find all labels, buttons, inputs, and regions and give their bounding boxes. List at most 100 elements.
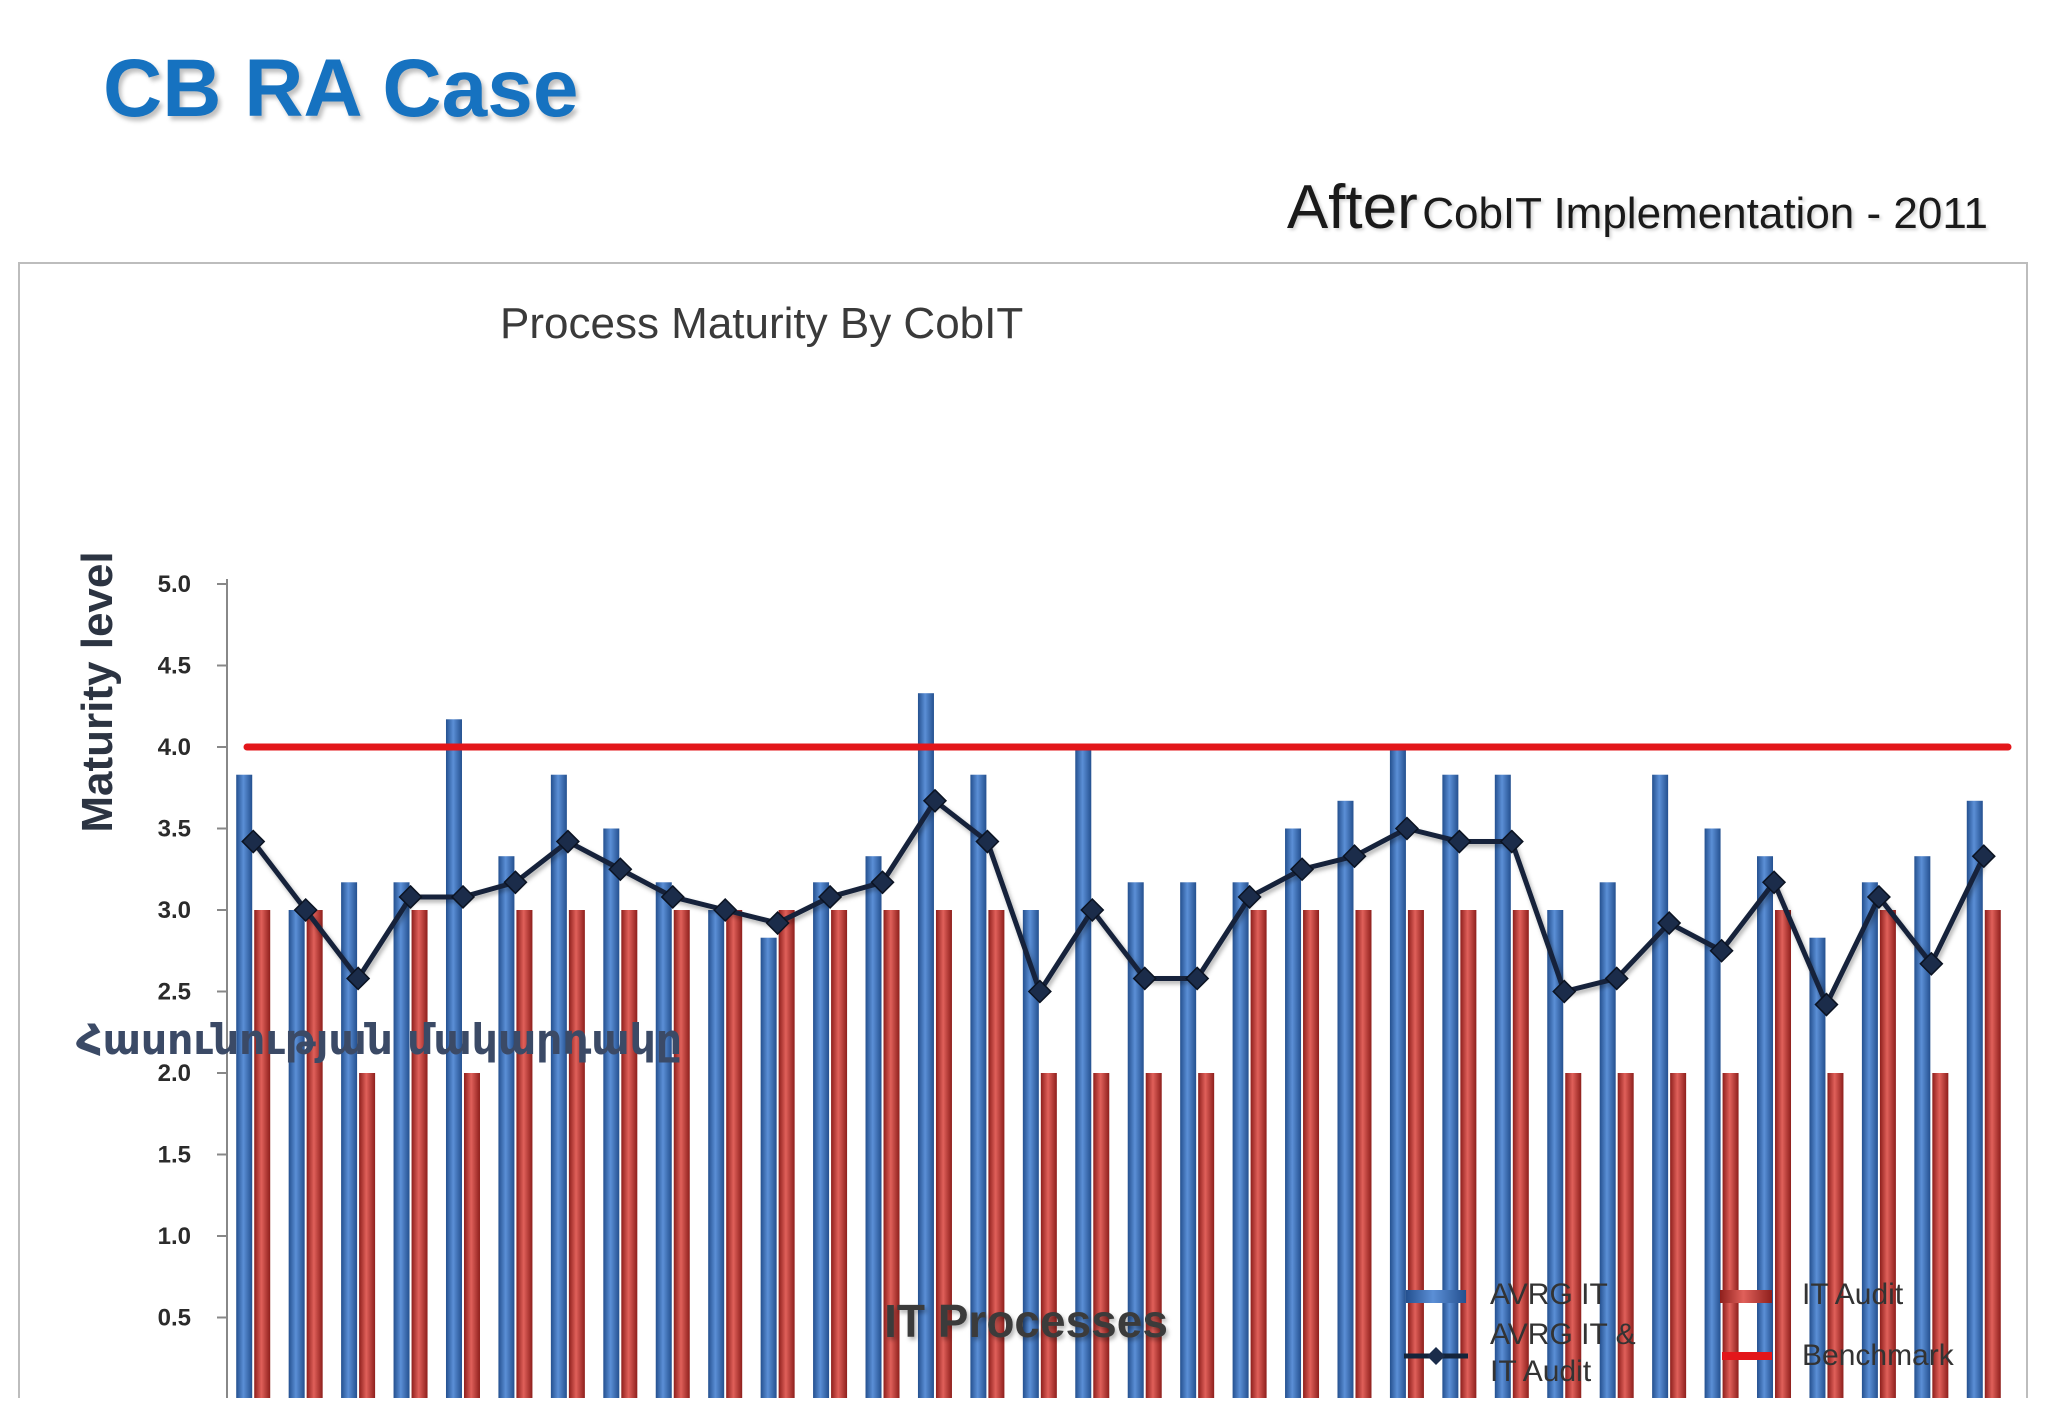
line-point-marker [922, 788, 948, 813]
legend-label-avrg-it: AVRG IT [1490, 1278, 1608, 1311]
y-tick-label: 4.5 [158, 653, 191, 680]
bar-avrg-it [393, 882, 410, 1398]
line-point-marker [1027, 979, 1052, 1004]
bar-it-audit [726, 910, 743, 1398]
line-point-marker [1657, 910, 1682, 936]
bar-avrg-it [1704, 828, 1721, 1398]
line-point-marker [293, 897, 318, 923]
line-point-marker [1132, 966, 1157, 991]
bar-it-audit [831, 910, 848, 1398]
bar-it-audit [254, 910, 271, 1398]
bar-it-audit [1827, 1073, 1844, 1398]
bar-it-audit [516, 910, 533, 1398]
line-point-marker [1237, 884, 1262, 910]
bar-avrg-it [1599, 882, 1616, 1398]
bar-avrg-it [498, 856, 515, 1398]
bar-it-audit [1512, 910, 1529, 1398]
bar-avrg-it [603, 828, 620, 1398]
legend-label-combined-line1: AVRG IT & [1490, 1318, 1636, 1351]
slide-title: CB RA Case [103, 43, 579, 134]
line-point-marker [1971, 844, 1996, 869]
bar-it-audit [621, 910, 638, 1398]
bar-it-audit [673, 910, 690, 1398]
bar-avrg-it [1652, 774, 1669, 1398]
line-point-marker [1709, 938, 1734, 963]
bar-it-audit [1932, 1073, 1949, 1398]
bar-it-audit [359, 1073, 376, 1398]
line-point-marker [346, 966, 371, 991]
subtitle-lead: After [1286, 173, 1418, 242]
bar-avrg-it [1022, 910, 1039, 1398]
bar-it-audit [411, 910, 428, 1398]
y-tick-label: 0.5 [158, 1305, 191, 1332]
line-point-marker [1499, 829, 1524, 854]
bar-avrg-it [341, 882, 358, 1398]
bar-avrg-it [1914, 856, 1931, 1398]
bar-it-audit [1984, 910, 2001, 1398]
line-point-marker [555, 829, 580, 854]
line-point-marker [1866, 884, 1891, 910]
bar-avrg-it [236, 774, 253, 1398]
bar-avrg-it [288, 910, 305, 1398]
line-point-marker [1552, 979, 1577, 1004]
line-point-marker [660, 884, 685, 910]
bar-it-audit [1093, 1073, 1110, 1398]
y-tick-label: 2.0 [158, 1060, 191, 1087]
line-point-marker [1919, 951, 1944, 976]
bar-avrg-it [550, 774, 567, 1398]
bar-it-audit [1303, 910, 1320, 1398]
bar-avrg-it [1180, 882, 1197, 1398]
bar-avrg-it [970, 774, 987, 1398]
chart-frame: -0.51.01.52.02.53.03.54.04.55.0 PO1PO2PO… [18, 262, 2028, 1398]
line-point-marker [1447, 829, 1472, 854]
bar-avrg-it [655, 882, 672, 1398]
bar-avrg-it [1127, 882, 1144, 1398]
y-tick-label: 2.5 [158, 979, 191, 1006]
bar-avrg-it [1966, 800, 1983, 1398]
bar-it-audit [1460, 910, 1477, 1398]
line-point-marker [975, 829, 1000, 854]
y-tick-label: 1.5 [158, 1142, 191, 1169]
line-point-marker [870, 870, 895, 895]
bar-avrg-it [1232, 882, 1249, 1398]
legend-swatch-avrg-it [1406, 1290, 1466, 1303]
subtitle-rest: CobIT Implementation - 2011 [1422, 189, 1988, 238]
slide-subtitle: After CobIT Implementation - 2011 [1287, 172, 1988, 243]
bar-it-audit [1355, 910, 1372, 1398]
line-point-marker [1604, 966, 1629, 991]
bar-it-audit [1722, 1073, 1739, 1398]
chart-title: Process Maturity By CobIT [500, 299, 1023, 348]
legend-label-it-audit: IT Audit [1802, 1278, 1904, 1311]
y-tick-label: 3.5 [158, 816, 191, 843]
line-point-marker [713, 897, 738, 923]
legend-swatch-combined-marker [1427, 1347, 1445, 1365]
bar-avrg-it [1757, 856, 1774, 1398]
legend-label-combined-line2: IT Audit [1490, 1355, 1592, 1388]
line-point-marker [1394, 816, 1419, 841]
line-point-marker [398, 884, 423, 910]
line-point-marker [503, 870, 528, 895]
bar-avrg-it [1285, 828, 1302, 1398]
bar-avrg-it [813, 882, 830, 1398]
y-tick-label: 3.0 [158, 897, 191, 924]
line-point-marker [818, 884, 843, 910]
bar-it-audit [1617, 1073, 1634, 1398]
bar-avrg-it [1547, 910, 1564, 1398]
line-point-marker [450, 884, 476, 910]
bar-it-audit [778, 910, 795, 1398]
bar-it-audit [1040, 1073, 1057, 1398]
bar-avrg-it [865, 856, 882, 1398]
y-tick-label: 1.0 [158, 1223, 191, 1250]
bar-avrg-it [1494, 774, 1511, 1398]
line-point-marker [1761, 870, 1787, 895]
line-point-marker [608, 857, 633, 882]
bar-avrg-it [917, 693, 934, 1398]
line-point-marker [1185, 966, 1210, 991]
bar-it-audit [988, 910, 1005, 1398]
bar-avrg-it [1861, 882, 1878, 1398]
bar-it-audit [1565, 1073, 1582, 1398]
line-point-marker [1289, 857, 1315, 882]
bar-it-audit [463, 1073, 480, 1398]
legend-label-benchmark: Benchmark [1802, 1339, 1955, 1372]
y-tick-label: 4.0 [158, 734, 191, 761]
